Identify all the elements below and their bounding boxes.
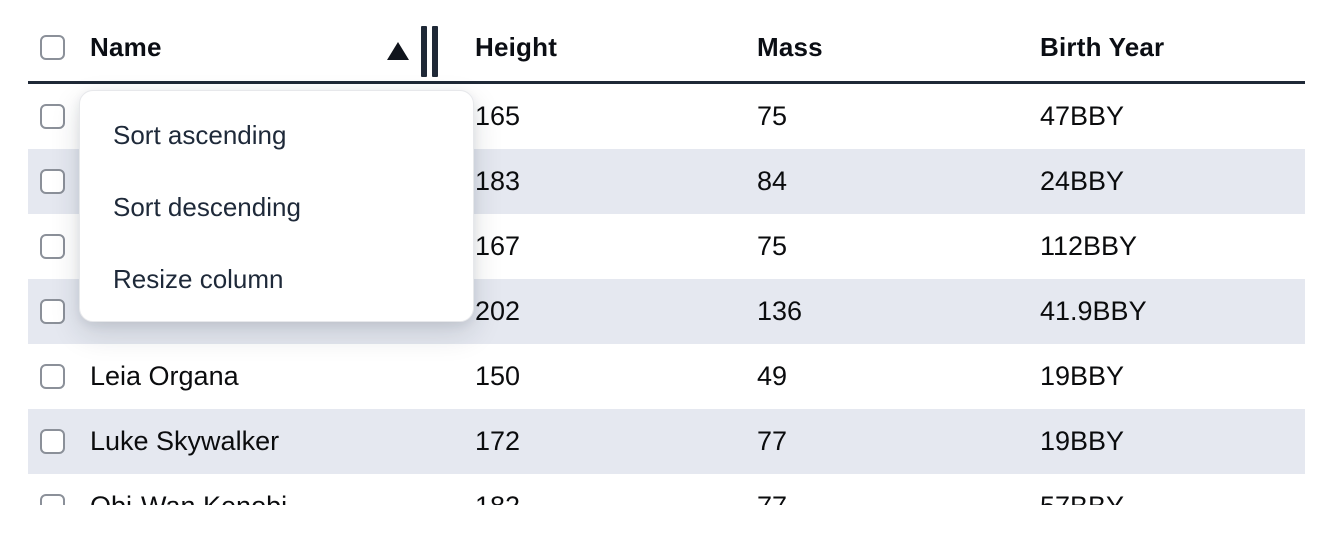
cell-height: 183 bbox=[475, 166, 521, 196]
table-row[interactable]: Luke Skywalker 172 77 19BBY bbox=[28, 409, 1305, 474]
cell-birth-year: 112BBY bbox=[1040, 231, 1138, 261]
cell-name: Luke Skywalker bbox=[90, 426, 280, 456]
cell-mass: 136 bbox=[757, 296, 803, 326]
cell-mass: 77 bbox=[757, 426, 788, 456]
cell-height: 202 bbox=[475, 296, 521, 326]
row-checkbox-cell bbox=[28, 409, 90, 474]
column-header-height[interactable]: Height bbox=[475, 32, 757, 63]
cell-height: 150 bbox=[475, 361, 521, 391]
table-row[interactable]: Leia Organa 150 49 19BBY bbox=[28, 344, 1305, 409]
menu-item-sort-ascending[interactable]: Sort ascending bbox=[113, 119, 287, 150]
row-checkbox-cell bbox=[28, 84, 90, 149]
cell-birth-year: 19BBY bbox=[1040, 361, 1125, 391]
row-checkbox[interactable] bbox=[40, 429, 65, 454]
cell-mass: 77 bbox=[757, 491, 1040, 505]
row-checkbox-cell bbox=[28, 474, 90, 505]
row-checkbox-cell bbox=[28, 149, 90, 214]
row-checkbox[interactable] bbox=[40, 169, 65, 194]
column-header-height-label: Height bbox=[475, 32, 558, 62]
cell-height: 182 bbox=[475, 491, 757, 505]
column-context-menu: Sort ascending Sort descending Resize colu… bbox=[79, 90, 474, 322]
cell-name: Obi-Wan Kenobi bbox=[90, 491, 475, 505]
row-checkbox[interactable] bbox=[40, 364, 65, 389]
row-checkbox[interactable] bbox=[40, 234, 65, 259]
row-checkbox[interactable] bbox=[40, 494, 65, 505]
select-all-checkbox[interactable] bbox=[40, 35, 65, 60]
resize-grip-bar-icon bbox=[421, 26, 427, 77]
cell-mass: 75 bbox=[757, 101, 788, 131]
cell-name: Leia Organa bbox=[90, 361, 239, 391]
column-header-name-label: Name bbox=[90, 32, 162, 62]
cell-mass: 75 bbox=[757, 231, 788, 261]
cell-height: 172 bbox=[475, 426, 521, 456]
column-header-name[interactable]: Name bbox=[90, 32, 475, 63]
menu-item-resize-column[interactable]: Resize column bbox=[113, 263, 284, 294]
cell-birth-year: 19BBY bbox=[1040, 426, 1125, 456]
cell-mass: 49 bbox=[757, 361, 788, 391]
cell-height: 167 bbox=[475, 231, 521, 261]
data-table: Name Height Mass Birth Year 165 bbox=[28, 14, 1305, 505]
cell-mass: 84 bbox=[757, 166, 788, 196]
row-checkbox-cell bbox=[28, 214, 90, 279]
cell-birth-year: 24BBY bbox=[1040, 166, 1125, 196]
table-row[interactable]: Obi-Wan Kenobi 182 77 57BBY bbox=[28, 474, 1305, 505]
select-all-cell bbox=[28, 14, 90, 81]
row-checkbox-cell bbox=[28, 279, 90, 344]
table-header-row: Name Height Mass Birth Year bbox=[28, 14, 1305, 84]
column-header-mass[interactable]: Mass bbox=[757, 32, 1040, 63]
cell-birth-year: 41.9BBY bbox=[1040, 296, 1147, 326]
cell-height: 165 bbox=[475, 101, 521, 131]
row-checkbox[interactable] bbox=[40, 104, 65, 129]
page: Name Height Mass Birth Year 165 bbox=[0, 14, 1330, 550]
column-resize-handle[interactable] bbox=[421, 26, 438, 77]
column-header-birth-year-label: Birth Year bbox=[1040, 32, 1165, 62]
column-header-mass-label: Mass bbox=[757, 32, 823, 62]
row-checkbox[interactable] bbox=[40, 299, 65, 324]
menu-item-sort-descending[interactable]: Sort descending bbox=[113, 191, 301, 222]
column-header-birth-year[interactable]: Birth Year bbox=[1040, 32, 1305, 63]
resize-grip-bar-icon bbox=[432, 26, 438, 77]
row-checkbox-cell bbox=[28, 344, 90, 409]
cell-birth-year: 47BBY bbox=[1040, 101, 1125, 131]
sort-ascending-icon bbox=[387, 42, 409, 60]
cell-birth-year: 57BBY bbox=[1040, 491, 1305, 505]
